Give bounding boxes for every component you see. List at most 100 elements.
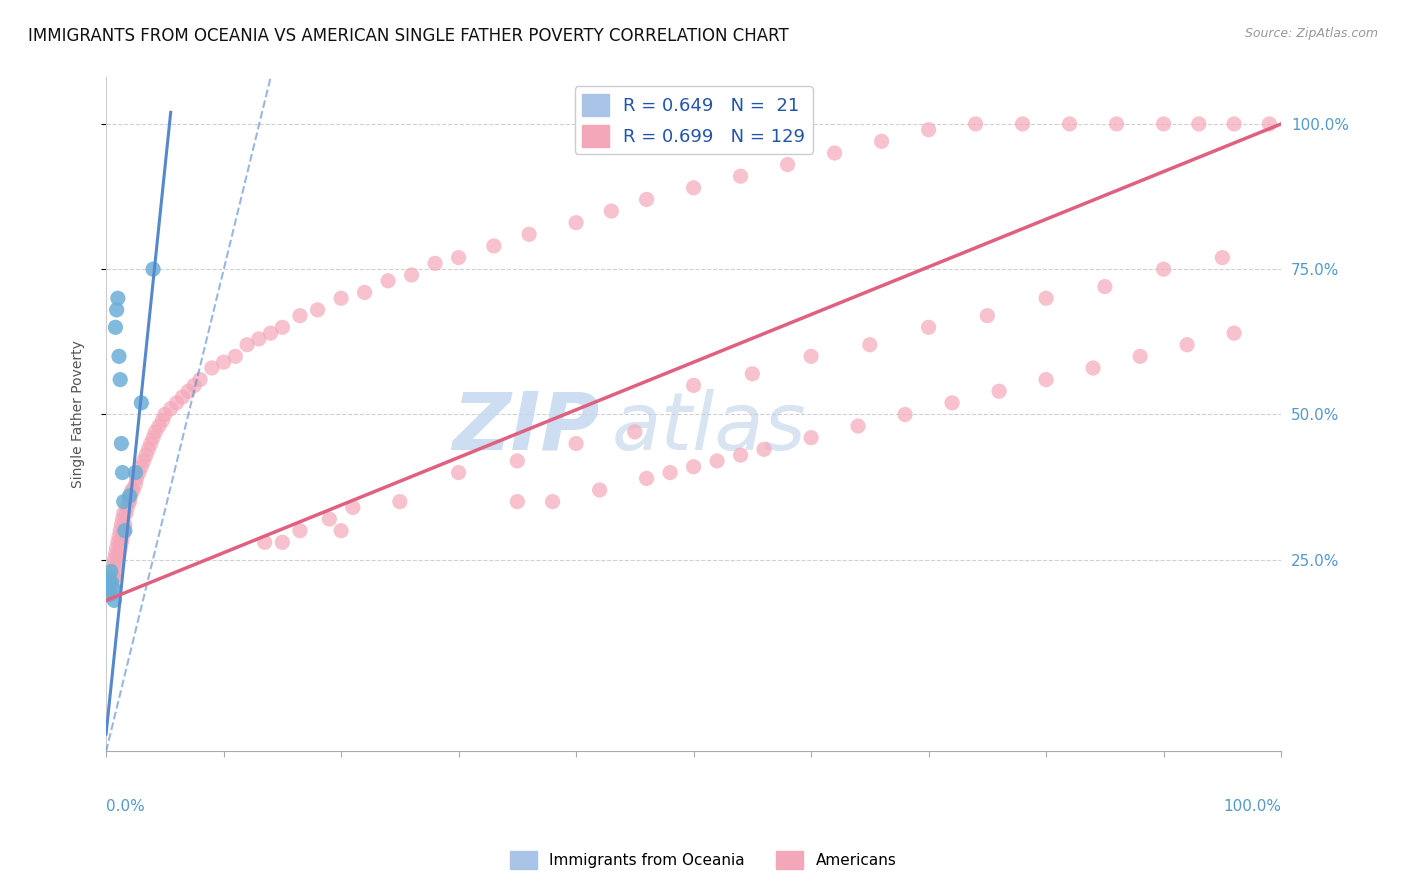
Point (1153, 117, 1175, 131)
Point (138, 442, 160, 457)
Point (103, 552, 125, 566)
Point (107, 552, 129, 566)
Point (1035, 373, 1057, 387)
Point (107, 535, 129, 549)
Point (100, 565, 122, 579)
Point (541, 494, 564, 508)
Point (131, 459, 153, 474)
Point (101, 576, 124, 591)
Point (117, 494, 139, 508)
Point (120, 489, 142, 503)
Point (105, 558, 128, 573)
Point (98, 576, 121, 591)
Point (330, 291, 353, 305)
Point (124, 477, 146, 491)
Point (97, 570, 120, 584)
Point (388, 494, 411, 508)
Text: atlas: atlas (612, 389, 806, 467)
Point (259, 326, 281, 340)
Point (988, 384, 1011, 399)
Point (1223, 117, 1246, 131)
Point (108, 547, 131, 561)
Point (124, 466, 146, 480)
Point (288, 524, 311, 538)
Point (506, 454, 529, 468)
Point (101, 570, 124, 584)
Point (111, 466, 134, 480)
Point (101, 558, 124, 573)
Point (115, 500, 138, 515)
Point (97, 570, 120, 584)
Point (271, 535, 294, 549)
Point (105, 541, 128, 555)
Point (1223, 326, 1246, 340)
Point (682, 181, 704, 195)
Point (112, 506, 135, 520)
Point (307, 302, 329, 317)
Point (159, 401, 181, 416)
Point (135, 448, 157, 462)
Text: 0.0%: 0.0% (105, 798, 145, 814)
Point (104, 565, 127, 579)
Point (846, 419, 869, 434)
Point (98, 588, 121, 602)
Point (98, 582, 121, 596)
Text: IMMIGRANTS FROM OCEANIA VS AMERICAN SINGLE FATHER POVERTY CORRELATION CHART: IMMIGRANTS FROM OCEANIA VS AMERICAN SING… (28, 27, 789, 45)
Point (121, 483, 143, 497)
Point (108, 349, 131, 363)
Point (104, 320, 127, 334)
Point (110, 517, 132, 532)
Point (107, 291, 129, 305)
Point (115, 506, 138, 520)
Point (565, 436, 588, 450)
Point (110, 535, 132, 549)
Point (153, 408, 176, 422)
Point (482, 239, 505, 253)
Point (1011, 117, 1033, 131)
Point (776, 158, 799, 172)
Point (271, 320, 294, 334)
Point (1258, 117, 1281, 131)
Point (730, 448, 752, 462)
Point (111, 529, 134, 543)
Point (96, 582, 118, 596)
Point (112, 524, 135, 538)
Point (342, 500, 364, 515)
Point (111, 512, 134, 526)
Point (142, 262, 165, 277)
Point (941, 396, 963, 410)
Point (636, 471, 658, 485)
Point (247, 332, 270, 346)
Point (800, 431, 823, 445)
Point (1081, 361, 1104, 376)
Point (600, 204, 623, 219)
Point (101, 570, 124, 584)
Point (101, 582, 124, 596)
Text: ZIP: ZIP (453, 389, 599, 467)
Point (104, 547, 127, 561)
Point (152, 413, 174, 427)
Point (188, 373, 211, 387)
Point (108, 373, 131, 387)
Point (318, 512, 340, 526)
Point (917, 320, 939, 334)
Point (1211, 251, 1233, 265)
Point (824, 146, 846, 161)
Point (166, 396, 188, 410)
Point (377, 274, 399, 288)
Point (506, 494, 529, 508)
Text: Source: ZipAtlas.com: Source: ZipAtlas.com (1244, 27, 1378, 40)
Point (447, 466, 470, 480)
Point (517, 227, 540, 242)
Point (624, 425, 647, 439)
Point (682, 378, 704, 392)
Point (139, 436, 162, 450)
Point (1059, 117, 1081, 131)
Point (148, 419, 170, 434)
Point (423, 256, 446, 270)
Point (118, 489, 141, 503)
Point (741, 367, 763, 381)
Point (894, 408, 917, 422)
Point (353, 285, 375, 300)
Point (730, 169, 752, 184)
